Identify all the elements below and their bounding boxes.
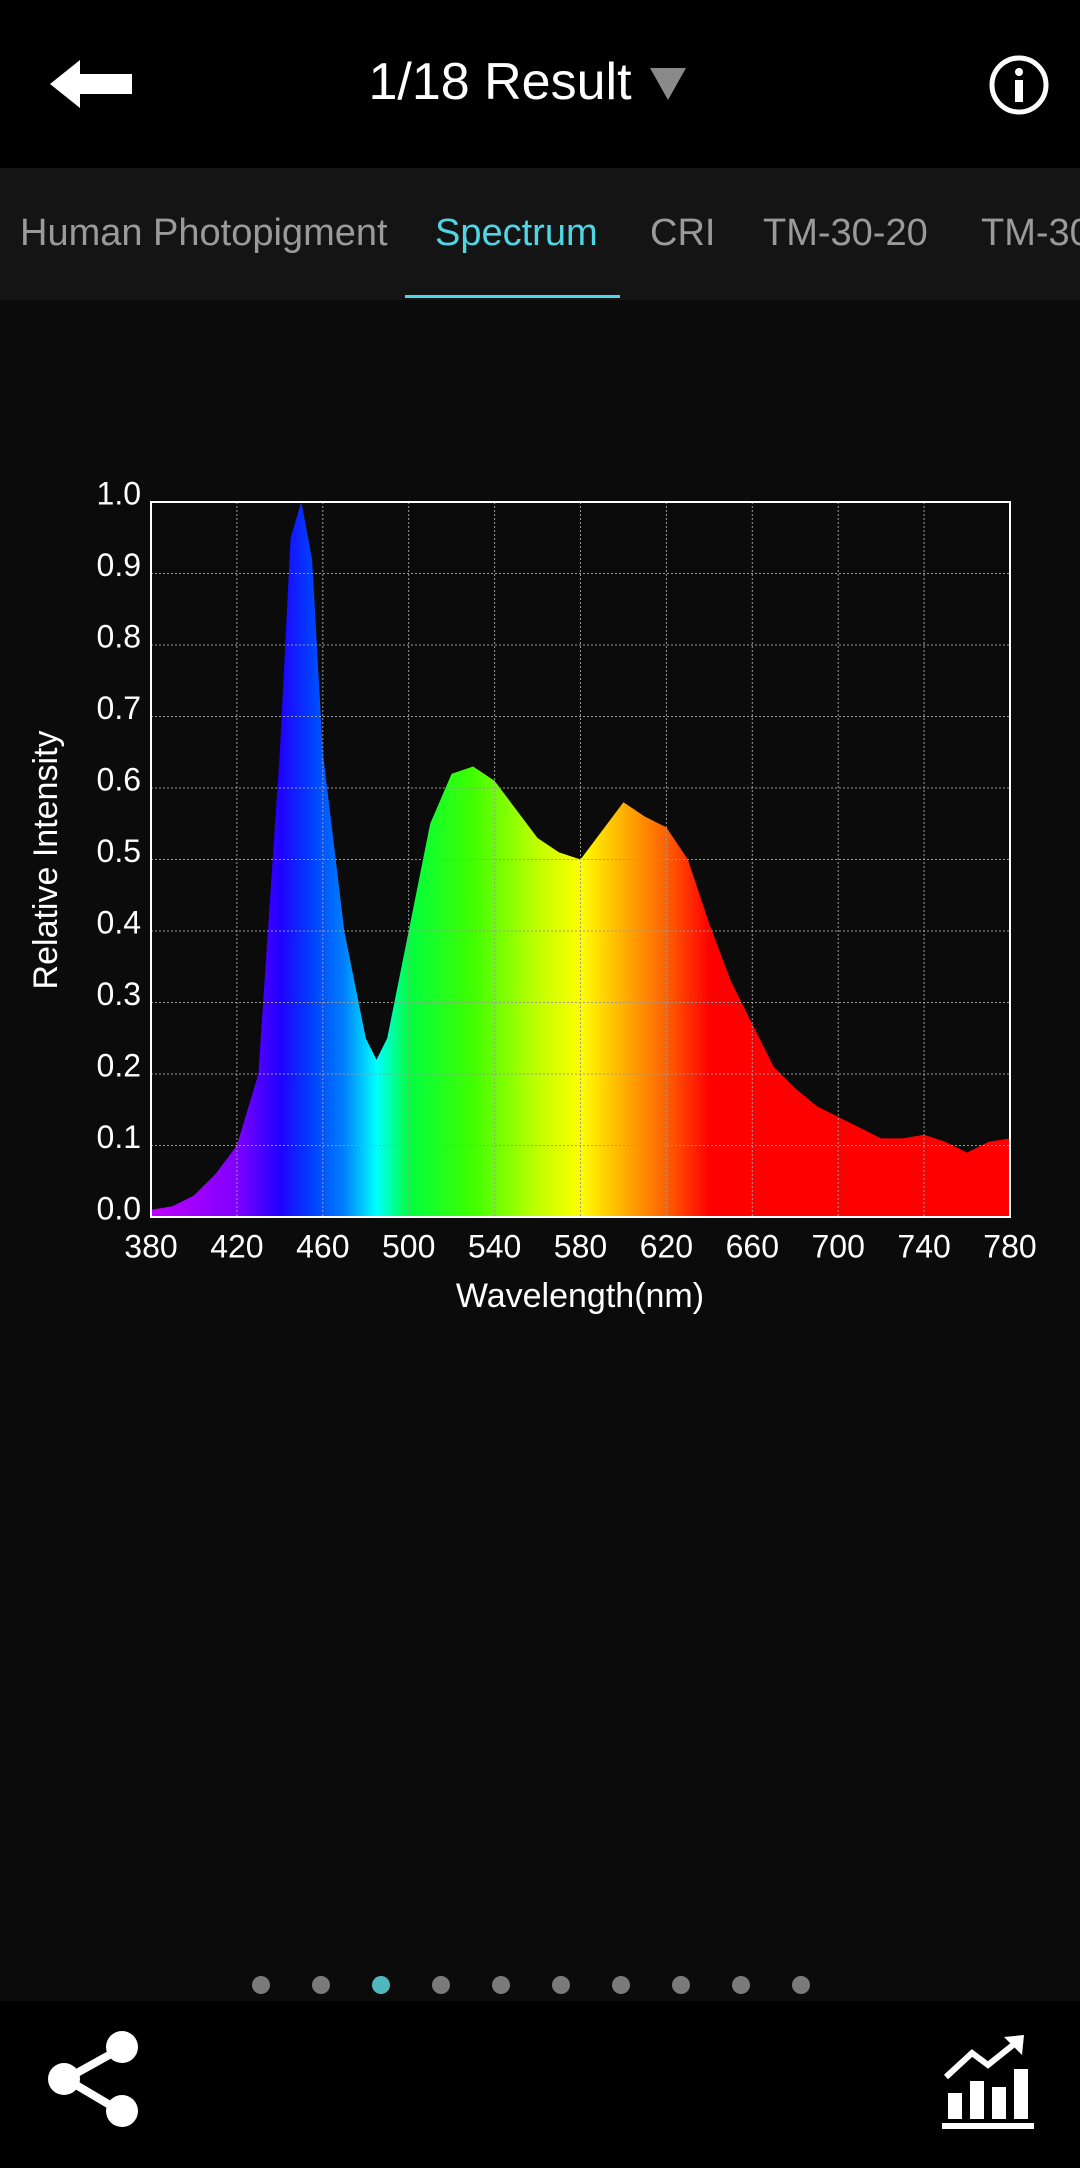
tab[interactable]: TM-30-20 (763, 212, 928, 254)
x-tick-label: 500 (382, 1228, 435, 1264)
page-dot[interactable] (312, 1976, 330, 1994)
tab-indicator (405, 295, 620, 298)
x-tick-label: 420 (210, 1228, 263, 1264)
tab-active[interactable]: Spectrum (435, 212, 598, 254)
x-axis-label: Wavelength(nm) (456, 1277, 704, 1315)
page-dot[interactable] (432, 1976, 450, 1994)
y-tick-label: 0.1 (97, 1119, 141, 1155)
page-dot[interactable] (552, 1976, 570, 1994)
tab[interactable]: CRI (650, 212, 716, 254)
tab-bar: Human Photopigment Spectrum CRI TM-30-20… (0, 168, 1080, 300)
x-tick-label: 620 (640, 1228, 693, 1264)
spectrum-chart: Wavelength(nm) Relative Intensity 0.0 0.1… (27, 475, 1037, 1315)
report-button[interactable] (938, 2031, 1038, 2131)
x-tick-label: 700 (812, 1228, 865, 1264)
y-tick-label: 0.7 (97, 690, 141, 726)
x-tick-label: 460 (296, 1228, 349, 1264)
y-tick-label: 0.9 (97, 547, 141, 583)
x-tick-label: 540 (468, 1228, 521, 1264)
page-dot[interactable] (252, 1976, 270, 1994)
page-dot-active[interactable] (372, 1976, 390, 1994)
x-tick-label: 580 (554, 1228, 607, 1264)
y-tick-label: 0.8 (97, 618, 141, 654)
bottom-bar (0, 2001, 1080, 2168)
y-tick-label: 1.0 (97, 475, 141, 511)
back-button[interactable] (46, 56, 136, 112)
page-dot[interactable] (612, 1976, 630, 1994)
y-tick-label: 0.6 (97, 761, 141, 797)
y-tick-label: 0.5 (97, 833, 141, 869)
tab[interactable]: TM-30 (981, 212, 1080, 254)
y-tick-label: 0.3 (97, 976, 141, 1012)
info-button[interactable] (988, 54, 1050, 116)
result-title[interactable]: 1/18 Result (368, 53, 632, 111)
page-dot[interactable] (792, 1976, 810, 1994)
x-tick-label: 660 (726, 1228, 779, 1264)
dropdown-arrow[interactable] (648, 66, 688, 102)
page-dot[interactable] (492, 1976, 510, 1994)
page-dot[interactable] (672, 1976, 690, 1994)
x-tick-label: 780 (983, 1228, 1036, 1264)
page-dot[interactable] (732, 1976, 750, 1994)
y-tick-label: 0.4 (97, 904, 141, 940)
y-tick-label: 0.2 (97, 1047, 141, 1083)
y-tick-label: 0.0 (97, 1190, 141, 1226)
x-tick-label: 740 (897, 1228, 950, 1264)
tab[interactable]: Human Photopigment (20, 212, 388, 254)
x-tick-label: 380 (124, 1228, 177, 1264)
top-bar: 1/18 Result (0, 0, 1080, 168)
plot-frame (150, 501, 1011, 1218)
share-button[interactable] (44, 2029, 144, 2129)
y-axis-label: Relative Intensity (27, 731, 65, 990)
